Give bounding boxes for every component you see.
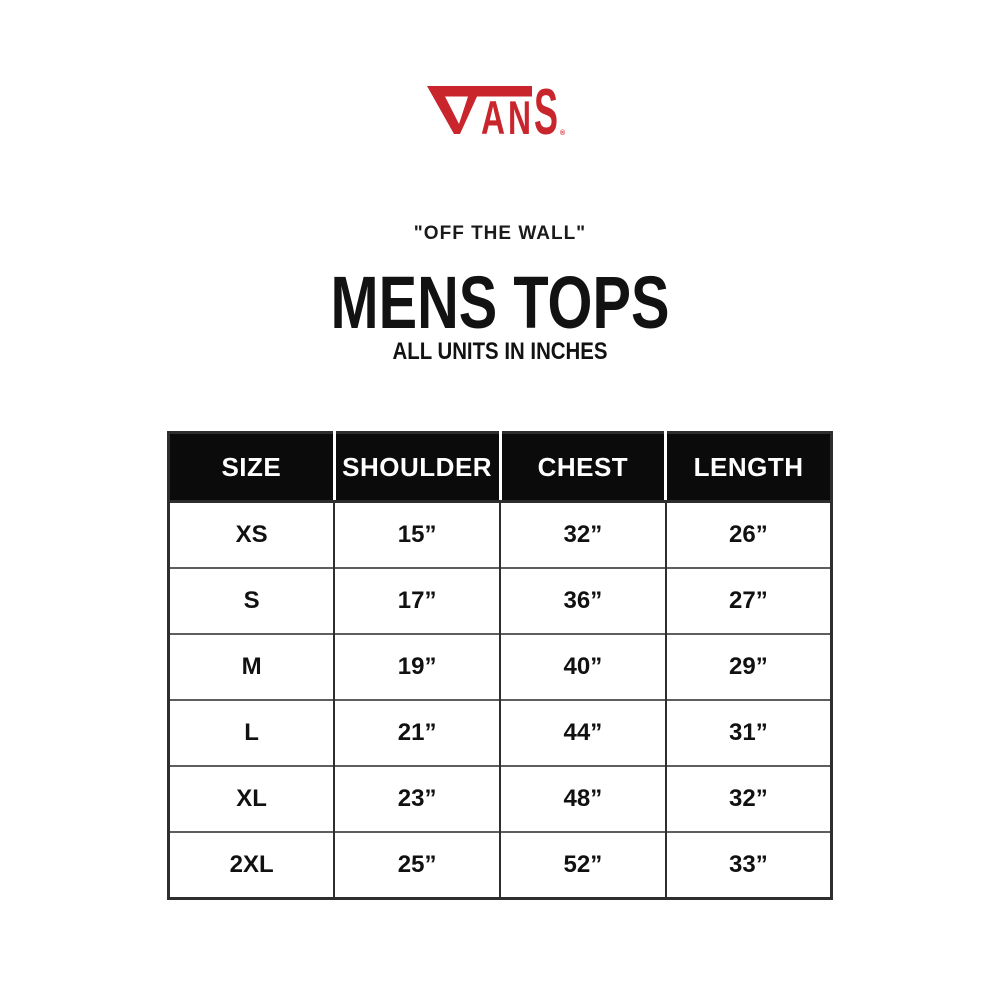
vans-v-flying-bar: [427, 86, 532, 134]
size-cell: M: [168, 632, 335, 700]
size-chart-body: XS 15” 32” 26” S 17” 36” 27” M 19” 40” 2…: [168, 501, 832, 899]
table-row-xl: XL 23” 48” 32”: [168, 765, 832, 833]
chest-cell: 36”: [499, 566, 666, 634]
size-cell: 2XL: [168, 831, 335, 899]
shoulder-cell: 23”: [333, 765, 500, 833]
size-cell: XS: [168, 501, 335, 568]
length-cell: 33”: [664, 831, 832, 899]
length-cell: 31”: [664, 698, 832, 767]
chest-cell: 44”: [499, 698, 666, 767]
shoulder-cell: 17”: [333, 566, 500, 634]
chest-cell: 52”: [499, 831, 666, 899]
column-header-size: SIZE: [168, 432, 335, 503]
brand-tagline: "OFF THE WALL": [413, 223, 587, 244]
column-header-chest: CHEST: [498, 432, 666, 503]
shoulder-cell: 25”: [333, 831, 500, 899]
column-header-shoulder: SHOULDER: [332, 432, 500, 503]
length-cell: 27”: [664, 566, 832, 634]
table-row-2xl: 2XL 25” 52” 33”: [168, 831, 832, 899]
shoulder-cell: 21”: [333, 698, 500, 767]
size-cell: XL: [168, 765, 335, 833]
size-cell: L: [168, 698, 335, 767]
size-cell: S: [168, 566, 335, 634]
vans-logo: A N S ® "OFF THE WALL": [0, 84, 1000, 244]
shoulder-cell: 19”: [333, 632, 500, 700]
length-cell: 32”: [664, 765, 832, 833]
vans-letter-a: A: [481, 91, 505, 136]
table-row-xs: XS 15” 32” 26”: [168, 501, 832, 568]
column-header-length: LENGTH: [664, 432, 832, 503]
chest-cell: 32”: [499, 501, 666, 568]
table-row-l: L 21” 44” 31”: [168, 698, 832, 767]
header-row: SIZE SHOULDER CHEST LENGTH: [168, 432, 832, 503]
length-cell: 26”: [664, 501, 832, 568]
size-chart-header: SIZE SHOULDER CHEST LENGTH: [168, 432, 832, 503]
units-note: ALL UNITS IN INCHES: [392, 338, 608, 365]
vans-logo-icon: A N S ®: [427, 84, 566, 136]
vans-letter-n: N: [508, 91, 531, 136]
page-title: MENS TOPS: [330, 261, 670, 344]
chest-cell: 48”: [499, 765, 666, 833]
shoulder-cell: 15”: [333, 501, 500, 568]
vans-letter-s: S: [534, 84, 558, 136]
registered-trademark-icon: ®: [560, 129, 566, 136]
chest-cell: 40”: [499, 632, 666, 700]
size-chart-table: SIZE SHOULDER CHEST LENGTH XS 15” 32” 26…: [167, 431, 833, 900]
length-cell: 29”: [664, 632, 832, 700]
table-row-m: M 19” 40” 29”: [168, 632, 832, 700]
table-row-s: S 17” 36” 27”: [168, 566, 832, 634]
